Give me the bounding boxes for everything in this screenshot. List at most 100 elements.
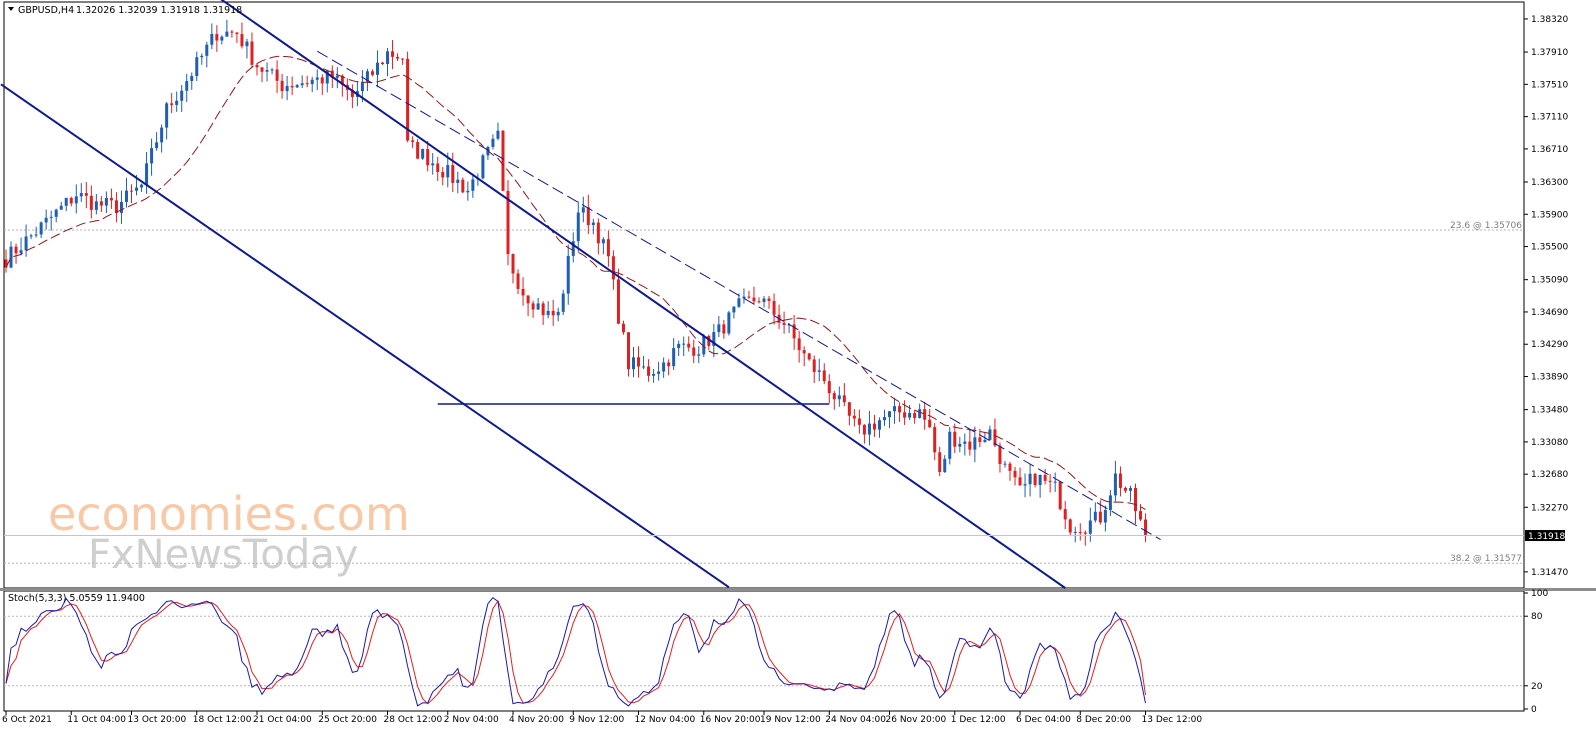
price-tick-label: 1.33480 xyxy=(1531,406,1568,416)
candle xyxy=(240,22,244,49)
candle xyxy=(401,58,405,65)
candle xyxy=(782,311,786,334)
candle xyxy=(456,171,460,194)
candle xyxy=(1023,473,1027,498)
candle xyxy=(34,226,38,238)
price-tick-label: 1.35900 xyxy=(1531,210,1568,220)
candle xyxy=(742,288,746,304)
time-tick-label: 28 Oct 12:00 xyxy=(384,715,443,725)
candle xyxy=(416,139,420,160)
trendline-1[interactable] xyxy=(0,83,730,589)
candle xyxy=(611,250,615,290)
trendlines-layer xyxy=(0,0,1161,589)
candle xyxy=(1128,485,1132,502)
candle xyxy=(29,233,33,240)
candle xyxy=(647,359,651,382)
candle xyxy=(375,50,379,88)
candle xyxy=(340,74,344,97)
price-tick-label: 1.35500 xyxy=(1531,243,1568,253)
candle xyxy=(280,73,284,99)
candle xyxy=(486,145,490,160)
candle xyxy=(626,331,630,377)
time-tick-label: 1 Dec 12:00 xyxy=(951,715,1006,725)
time-tick-label: 25 Oct 20:00 xyxy=(318,715,377,725)
candle xyxy=(230,29,234,38)
candle xyxy=(235,32,239,44)
candle xyxy=(1083,530,1087,546)
candle xyxy=(64,197,68,212)
trendline-2[interactable] xyxy=(217,0,1066,589)
candle xyxy=(180,85,184,112)
candle xyxy=(426,140,430,172)
candle xyxy=(797,330,801,363)
candle xyxy=(556,307,560,322)
candle xyxy=(767,295,771,309)
time-tick-label: 8 Dec 20:00 xyxy=(1076,715,1131,725)
candle xyxy=(9,241,13,269)
candle xyxy=(883,409,886,426)
time-tick-label: 9 Nov 12:00 xyxy=(569,715,624,725)
candle xyxy=(1134,483,1137,524)
candle xyxy=(501,130,505,191)
candle xyxy=(551,299,555,326)
candle xyxy=(601,237,605,255)
candle xyxy=(687,336,691,352)
candle xyxy=(662,357,666,378)
symbol-dropdown-icon[interactable] xyxy=(8,7,14,11)
candle xyxy=(260,67,264,83)
candle xyxy=(526,295,530,317)
candle xyxy=(320,74,324,96)
candle xyxy=(712,323,716,358)
candle xyxy=(391,40,395,70)
trendline-3[interactable] xyxy=(316,50,1161,541)
time-tick-label: 6 Dec 04:00 xyxy=(1016,715,1071,725)
candle xyxy=(451,152,455,193)
candle xyxy=(948,427,952,465)
candle xyxy=(667,359,671,376)
candle xyxy=(496,122,500,141)
candle xyxy=(867,410,871,446)
candle xyxy=(652,368,656,383)
candle xyxy=(350,84,354,109)
candle xyxy=(1073,526,1077,543)
candle xyxy=(285,75,289,101)
candle xyxy=(74,184,78,214)
candle xyxy=(265,62,269,82)
candle xyxy=(1088,507,1092,542)
candle xyxy=(150,138,154,176)
candle xyxy=(506,180,510,266)
candle xyxy=(1033,472,1037,488)
fib-level-label: 38.2 @ 1.31577 xyxy=(1450,554,1522,564)
candle xyxy=(521,277,525,306)
time-tick-label: 13 Oct 20:00 xyxy=(128,715,187,725)
candle xyxy=(1068,518,1072,537)
time-tick-label: 13 Dec 12:00 xyxy=(1142,715,1203,725)
candle xyxy=(757,297,761,304)
candle xyxy=(190,72,194,90)
time-tick-label: 18 Oct 12:00 xyxy=(193,715,252,725)
candle xyxy=(541,301,545,325)
time-tick-label: 26 Nov 20:00 xyxy=(886,715,947,725)
candle xyxy=(852,409,856,427)
candle xyxy=(857,409,861,434)
candle xyxy=(155,132,159,151)
candle xyxy=(862,424,866,444)
candle xyxy=(94,193,98,215)
candle xyxy=(19,237,23,256)
time-tick-label: 12 Nov 04:00 xyxy=(635,715,696,725)
candle xyxy=(140,183,144,192)
candles-layer xyxy=(4,19,1148,546)
time-tick-label: 11 Oct 04:00 xyxy=(67,715,126,725)
price-tick-label: 1.33080 xyxy=(1531,438,1568,448)
candle xyxy=(4,249,8,273)
candle xyxy=(637,346,641,378)
candle xyxy=(546,301,550,319)
ma-line xyxy=(5,55,1146,510)
candle xyxy=(632,346,635,378)
candle xyxy=(732,306,736,319)
time-tick-label: 2 Nov 04:00 xyxy=(444,715,499,725)
price-tick-label: 1.31470 xyxy=(1531,568,1568,578)
current-price-box xyxy=(1525,530,1565,542)
candle xyxy=(1108,489,1112,517)
